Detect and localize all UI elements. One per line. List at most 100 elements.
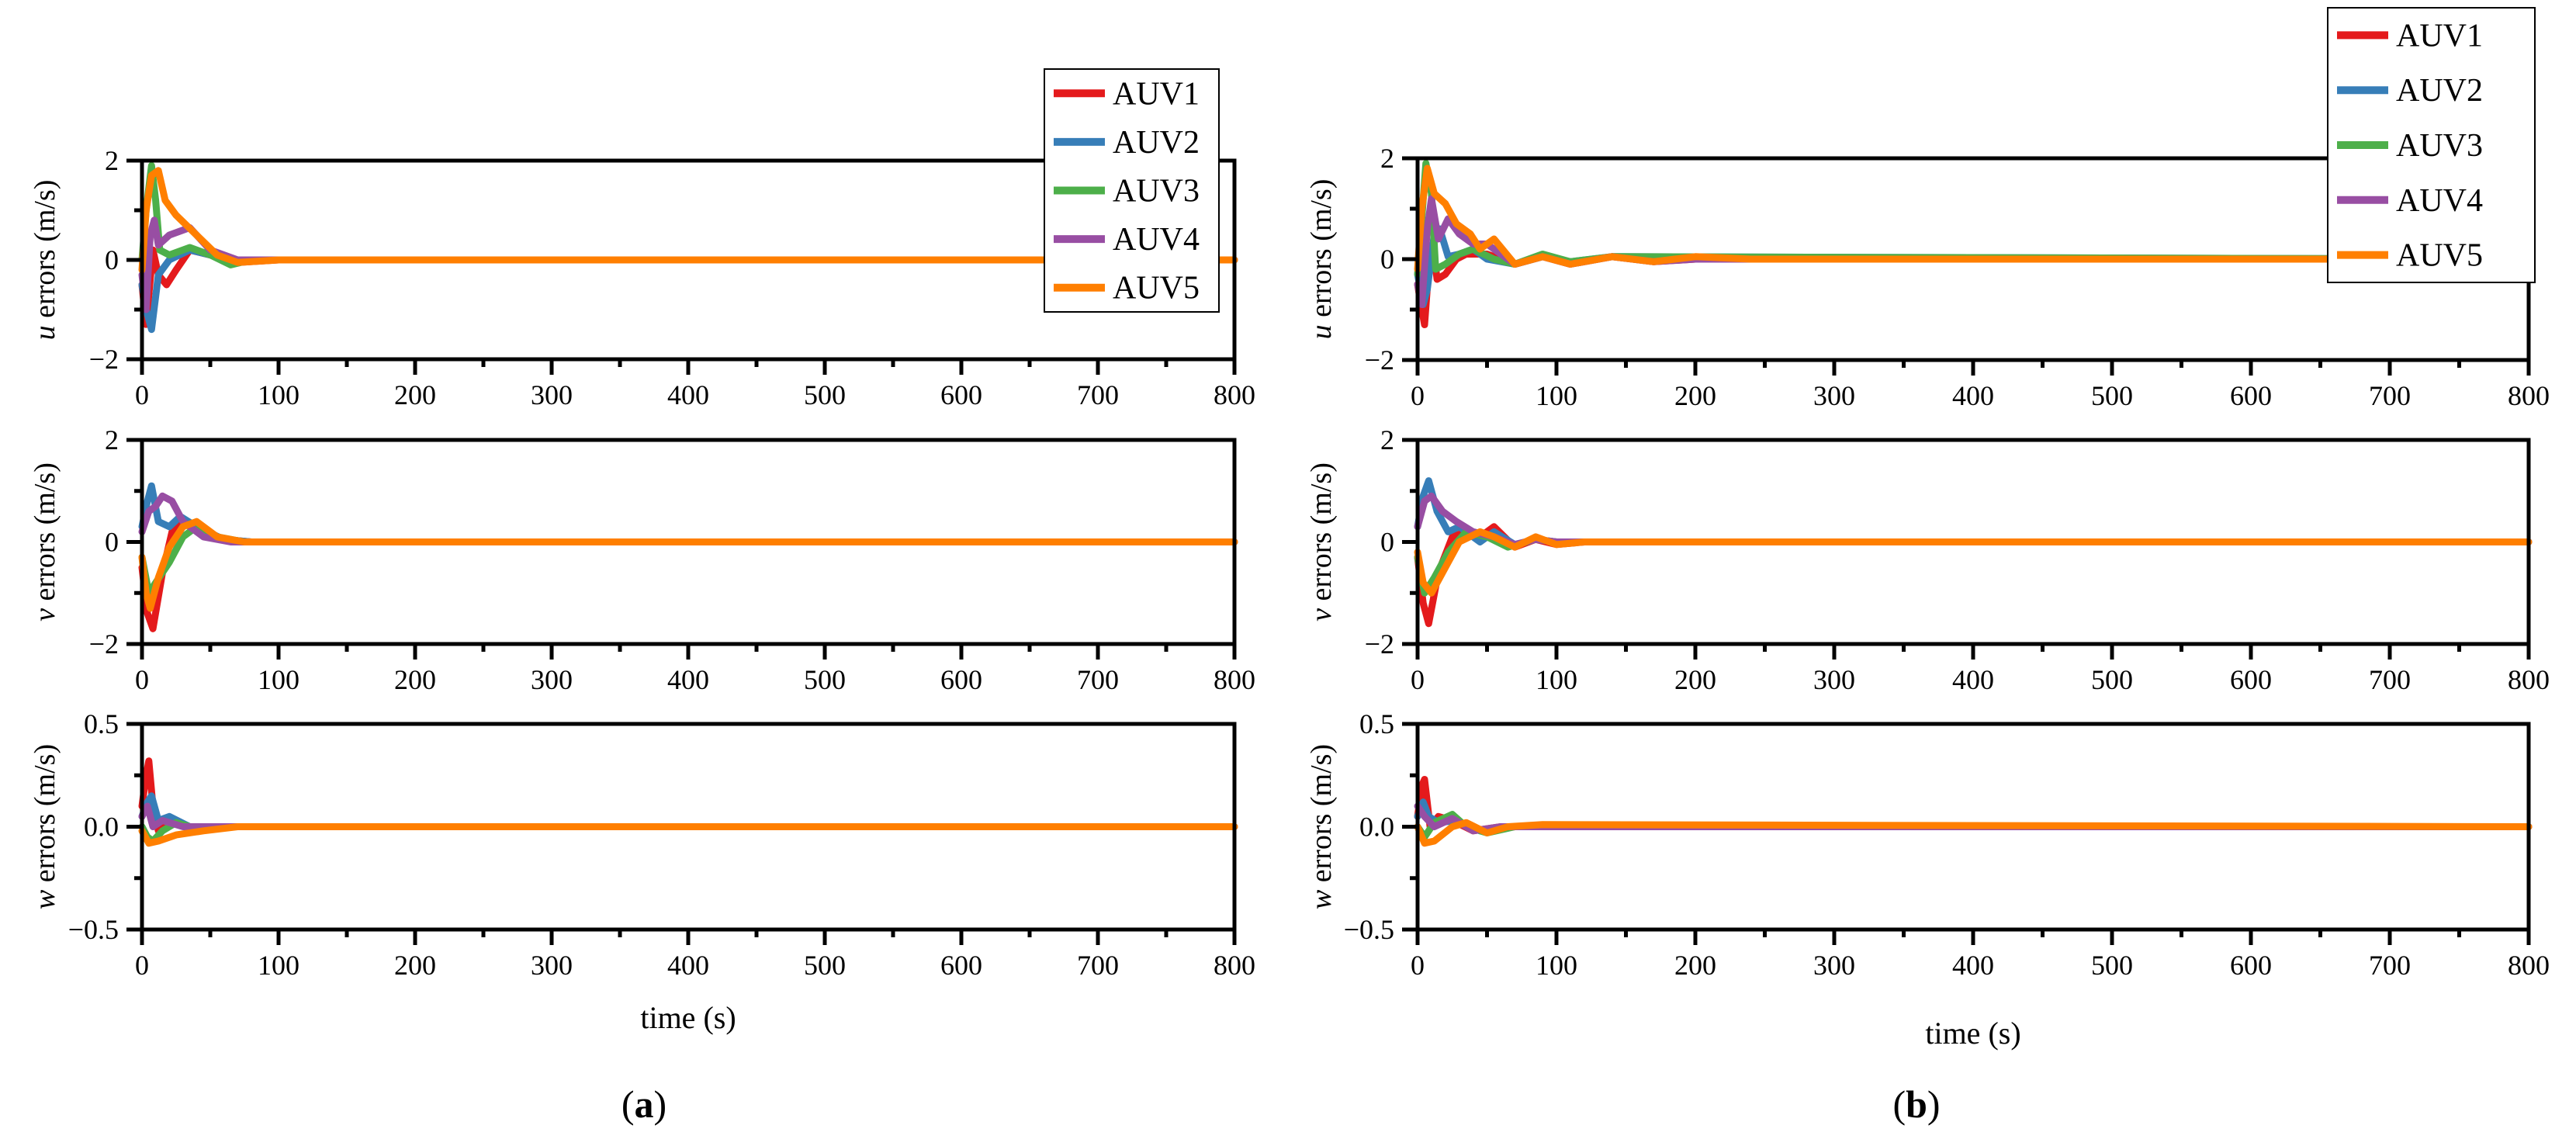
x-tick-label: 0 — [135, 379, 149, 410]
y-tick-label: 2 — [105, 424, 119, 455]
y-tick-label: −2 — [1365, 344, 1394, 376]
x-tick-label: 500 — [804, 379, 846, 410]
x-tick-label: 600 — [2230, 664, 2272, 695]
x-tick-label: 800 — [2508, 664, 2550, 695]
x-tick-label: 800 — [2508, 380, 2550, 411]
x-tick-label: 700 — [1077, 379, 1119, 410]
caption-letter: a — [635, 1082, 654, 1126]
y-axis-label-text: errors (m/s) — [29, 744, 61, 890]
legend-label-auv4: AUV4 — [1113, 222, 1200, 258]
y-tick-label: 0.5 — [1359, 708, 1394, 739]
y-axis-label: w errors (m/s) — [1305, 744, 1338, 909]
series-line-auv5 — [1414, 528, 2533, 597]
y-tick-label: 0 — [1380, 244, 1394, 275]
y-tick-label: −0.5 — [1344, 914, 1394, 945]
x-tick-label: 600 — [2230, 380, 2272, 411]
x-tick-label: 800 — [1214, 950, 1255, 981]
x-tick-label: 100 — [1536, 950, 1577, 981]
y-tick-label: −0.5 — [68, 914, 119, 945]
x-tick-label: 300 — [531, 379, 573, 410]
panel-u-errors: 0 100 200 300 400 500 600 700 800 −2 0 2 u errors (m… — [29, 145, 1255, 410]
x-tick-label: 800 — [1214, 664, 1255, 695]
x-tick-label: 100 — [258, 950, 299, 981]
legend-label-auv1: AUV1 — [2396, 18, 2483, 54]
x-tick-label: 400 — [667, 950, 709, 981]
y-axis-label-text: errors (m/s) — [1305, 462, 1338, 608]
series-line-auv5 — [1414, 819, 2533, 847]
legend-label-auv2: AUV2 — [1113, 125, 1200, 161]
y-tick-label: −2 — [1365, 628, 1394, 660]
x-tick-label: 700 — [2369, 664, 2411, 695]
x-tick-label: 700 — [1077, 664, 1119, 695]
x-tick-label: 100 — [258, 664, 299, 695]
y-axis-label-text: errors (m/s) — [1305, 744, 1338, 890]
x-tick-label: 100 — [1536, 380, 1577, 411]
y-axis-variable: w — [29, 889, 61, 909]
y-axis-label: u errors (m/s) — [29, 180, 61, 341]
y-tick-label: 0 — [105, 244, 119, 275]
series-line-auv2 — [138, 482, 1238, 545]
x-tick-label: 700 — [2369, 380, 2411, 411]
caption-letter: b — [1906, 1082, 1927, 1126]
legend: AUV1 AUV2 AUV3 AUV4 AUV5 — [2327, 7, 2536, 283]
panel-w-errors: 0 100 200 300 400 500 600 700 800 −0.5 0.0 0.5 w err… — [29, 708, 1255, 981]
y-tick-label: 2 — [105, 145, 119, 176]
y-tick-label: 0.0 — [84, 812, 119, 843]
x-tick-label: 200 — [1674, 380, 1716, 411]
x-tick-label: 600 — [940, 950, 982, 981]
x-tick-label: 800 — [2508, 950, 2550, 981]
panel-w-errors: 0 100 200 300 400 500 600 700 800 −0.5 0.0 0.5 w err… — [1305, 708, 2550, 981]
x-tick-label: 100 — [258, 379, 299, 410]
series-line-auv1 — [138, 518, 1238, 632]
x-tick-label: 700 — [1077, 950, 1119, 981]
x-tick-label: 200 — [394, 379, 436, 410]
legend-label-auv5: AUV5 — [1113, 271, 1200, 306]
caption-paren: ( — [1892, 1082, 1906, 1126]
y-axis-variable: w — [1305, 889, 1338, 909]
series-line-auv2 — [138, 792, 1238, 830]
panel-u-errors: 0 100 200 300 400 500 600 700 800 −2 0 2 u errors (m… — [1305, 143, 2550, 411]
x-tick-label: 400 — [1952, 664, 1994, 695]
x-tick-label: 700 — [2369, 950, 2411, 981]
series-group — [1414, 776, 2533, 847]
panel-v-errors: 0 100 200 300 400 500 600 700 800 −2 0 2 v errors (m… — [1305, 424, 2550, 695]
x-tick-label: 300 — [1813, 950, 1855, 981]
x-tick-label: 300 — [1813, 380, 1855, 411]
x-tick-label: 0 — [1411, 664, 1425, 695]
y-axis-variable: u — [1305, 324, 1338, 339]
series-line-auv5 — [138, 167, 1238, 274]
x-tick-label: 600 — [2230, 950, 2272, 981]
y-axis-label: u errors (m/s) — [1305, 179, 1338, 340]
legend-label-auv2: AUV2 — [2396, 73, 2483, 109]
x-tick-label: 400 — [667, 664, 709, 695]
y-tick-label: 0 — [1380, 527, 1394, 558]
series-group — [1414, 160, 2533, 328]
x-tick-label: 200 — [394, 664, 436, 695]
series-line-auv3 — [138, 523, 1238, 597]
y-axis-variable: v — [1305, 608, 1338, 621]
y-tick-label: 2 — [1380, 143, 1394, 174]
series-line-auv2 — [1414, 477, 2533, 549]
x-tick-label: 400 — [667, 379, 709, 410]
x-tick-label: 300 — [531, 664, 573, 695]
series-line-auv1 — [138, 757, 1238, 835]
figure-caption: (a) — [621, 1082, 667, 1126]
x-tick-label: 400 — [1952, 950, 1994, 981]
x-axis-label: time (s) — [1925, 1016, 2020, 1051]
y-axis-label: v errors (m/s) — [1305, 462, 1338, 621]
series-line-auv5 — [138, 518, 1238, 612]
y-tick-label: −2 — [89, 628, 119, 660]
x-tick-label: 400 — [1952, 380, 1994, 411]
series-group — [138, 482, 1238, 632]
series-group — [138, 161, 1238, 334]
y-tick-label: 0 — [105, 527, 119, 558]
series-line-auv5 — [1414, 164, 2533, 273]
y-tick-label: 0.0 — [1359, 812, 1394, 843]
series-line-auv5 — [138, 823, 1238, 847]
y-axis-variable: u — [29, 325, 61, 340]
x-tick-label: 100 — [1536, 664, 1577, 695]
x-tick-label: 200 — [1674, 950, 1716, 981]
x-tick-label: 0 — [135, 664, 149, 695]
